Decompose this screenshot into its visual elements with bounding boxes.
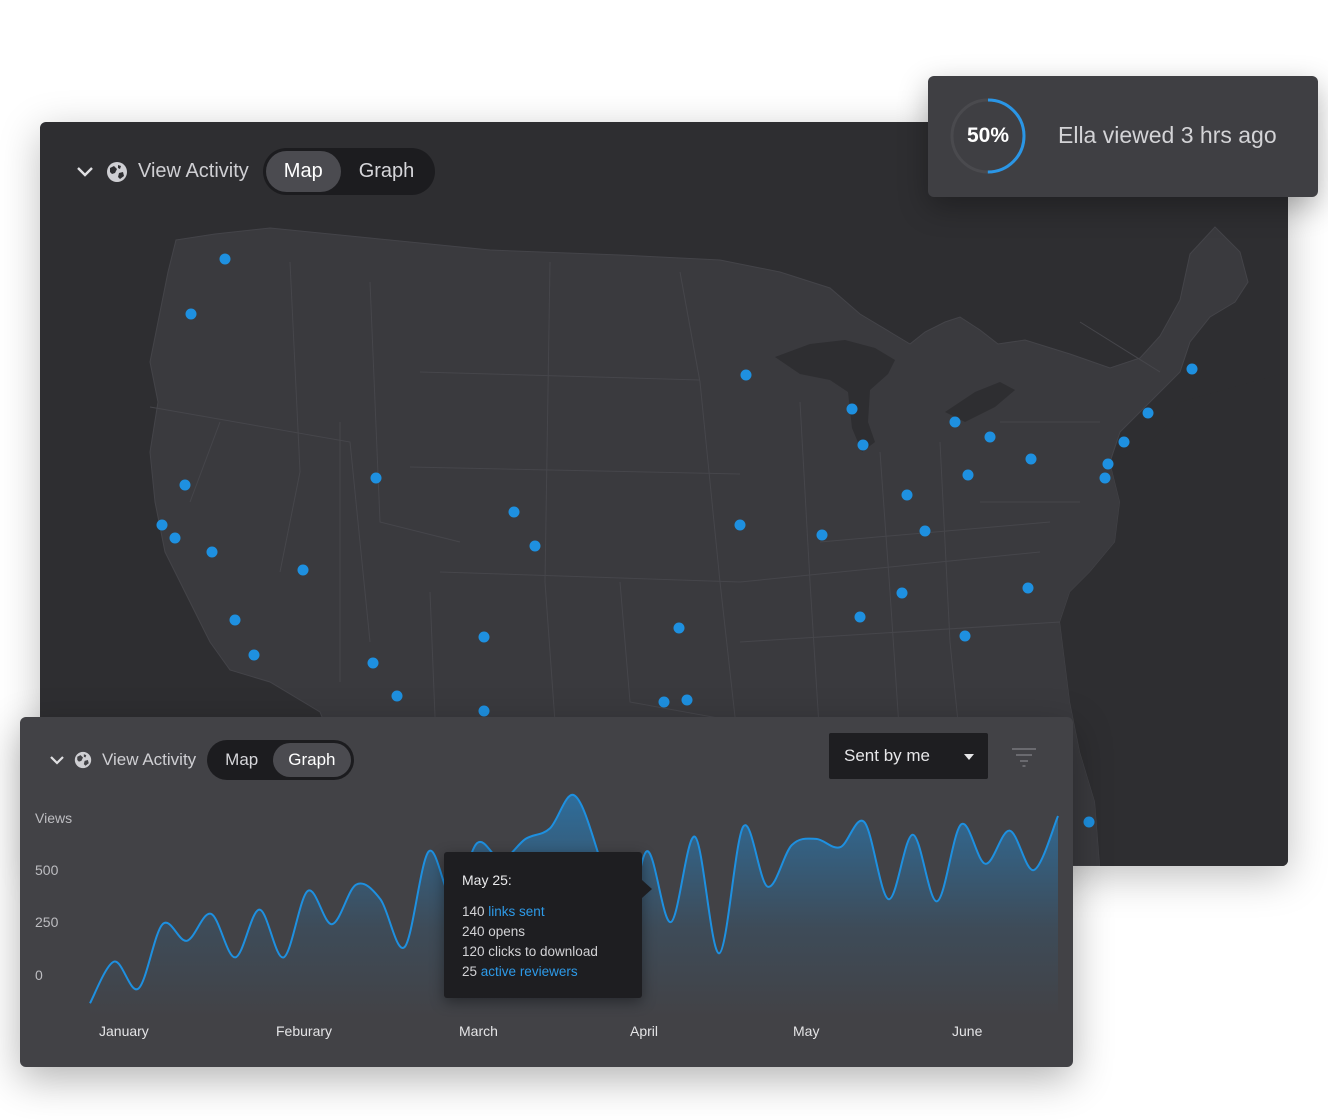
activity-dot[interactable] xyxy=(919,525,931,537)
activity-dot[interactable] xyxy=(391,690,403,702)
activity-dot[interactable] xyxy=(1099,472,1111,484)
tooltip-links-sent: 140 links sent xyxy=(462,902,624,922)
activity-dot[interactable] xyxy=(984,431,996,443)
view-toggle: Map Graph xyxy=(207,740,354,780)
activity-dot[interactable] xyxy=(219,253,231,265)
activity-dot[interactable] xyxy=(846,403,858,415)
activity-dot[interactable] xyxy=(1102,458,1114,470)
great-lakes xyxy=(775,340,895,452)
x-tick-label: June xyxy=(952,1023,983,1039)
tab-graph[interactable]: Graph xyxy=(358,160,415,182)
links-sent-count: 140 xyxy=(462,904,485,919)
y-axis-title: Views xyxy=(35,810,73,826)
activity-dot[interactable] xyxy=(179,479,191,491)
chevron-down-icon[interactable] xyxy=(48,751,66,769)
x-tick-label: Feburary xyxy=(276,1023,333,1039)
activity-dot[interactable] xyxy=(901,489,913,501)
atlantic-coast-shade xyxy=(1060,372,1288,866)
active-reviewers-link[interactable]: active reviewers xyxy=(480,964,578,979)
activity-dot[interactable] xyxy=(1142,407,1154,419)
chevron-down-icon[interactable] xyxy=(76,163,94,181)
view-activity-title: View Activity xyxy=(138,160,249,182)
filter-icon[interactable] xyxy=(1012,747,1036,767)
us-map xyxy=(149,226,1288,866)
tooltip-clicks: 120 clicks to download xyxy=(462,944,598,959)
activity-dot[interactable] xyxy=(370,472,382,484)
x-tick-label: May xyxy=(793,1023,820,1039)
tooltip-reviewers: 25 active reviewers xyxy=(462,962,624,982)
activity-dot[interactable] xyxy=(658,696,670,708)
activity-dot[interactable] xyxy=(156,519,168,531)
caret-down-icon xyxy=(964,754,974,760)
activity-dot[interactable] xyxy=(248,649,260,661)
activity-dot[interactable] xyxy=(681,694,693,706)
activity-dot[interactable] xyxy=(1186,363,1198,375)
globe-icon xyxy=(106,161,128,183)
lake-erie xyxy=(945,382,1015,422)
activity-dot[interactable] xyxy=(529,540,541,552)
activity-dot[interactable] xyxy=(1025,453,1037,465)
activity-dot[interactable] xyxy=(857,439,869,451)
activity-dot[interactable] xyxy=(816,529,828,541)
view-toggle: Map Graph xyxy=(262,148,436,195)
x-tick-label: April xyxy=(630,1023,659,1039)
globe-icon xyxy=(74,751,92,769)
view-activity-title: View Activity xyxy=(102,750,197,769)
activity-dot[interactable] xyxy=(185,308,197,320)
tab-map[interactable]: Map xyxy=(225,750,259,769)
activity-dot[interactable] xyxy=(734,519,746,531)
activity-dot[interactable] xyxy=(949,416,961,428)
sent-by-value: Sent by me xyxy=(844,746,930,765)
tooltip-date: May 25: xyxy=(462,872,512,888)
progress-ring xyxy=(950,98,1026,174)
activity-dot[interactable] xyxy=(367,657,379,669)
activity-dot[interactable] xyxy=(673,622,685,634)
activity-toast: 50% Ella viewed 3 hrs ago xyxy=(928,76,1318,197)
activity-dot[interactable] xyxy=(478,631,490,643)
activity-dot[interactable] xyxy=(1118,436,1130,448)
y-tick-label: 500 xyxy=(35,862,59,878)
activity-dot[interactable] xyxy=(297,564,309,576)
activity-dot[interactable] xyxy=(740,369,752,381)
graph-panel: View Activity Map Graph Sent by me Views… xyxy=(20,717,1073,1067)
tab-graph[interactable]: Graph xyxy=(273,743,351,777)
sent-by-select[interactable]: Sent by me xyxy=(829,733,988,779)
tab-map[interactable]: Map xyxy=(265,151,341,192)
y-tick-label: 0 xyxy=(35,967,43,983)
toast-message: Ella viewed 3 hrs ago xyxy=(1058,122,1277,148)
activity-dot[interactable] xyxy=(478,705,490,717)
activity-dot[interactable] xyxy=(508,506,520,518)
activity-dot[interactable] xyxy=(854,611,866,623)
activity-markers xyxy=(156,253,1198,828)
active-reviewers-count: 25 xyxy=(462,964,478,979)
graph-header: View Activity Map Graph xyxy=(48,740,354,780)
x-tick-label: January xyxy=(99,1023,149,1039)
activity-dot[interactable] xyxy=(962,469,974,481)
x-tick-label: March xyxy=(459,1023,498,1039)
state-lines xyxy=(149,261,1161,843)
activity-dot[interactable] xyxy=(206,546,218,558)
links-sent-link[interactable]: links sent xyxy=(488,904,545,919)
activity-dot[interactable] xyxy=(1083,816,1095,828)
activity-dot[interactable] xyxy=(1022,582,1034,594)
activity-dot[interactable] xyxy=(229,614,241,626)
activity-dot[interactable] xyxy=(959,630,971,642)
map-header: View Activity Map Graph xyxy=(76,148,436,195)
tooltip-opens: 240 opens xyxy=(462,924,526,939)
progress-percent: 50% xyxy=(966,124,1010,147)
y-tick-label: 250 xyxy=(35,914,59,930)
activity-dot[interactable] xyxy=(896,587,908,599)
data-tooltip: May 25: 140 links sent 240 opens 120 cli… xyxy=(444,852,652,998)
activity-dot[interactable] xyxy=(169,532,181,544)
